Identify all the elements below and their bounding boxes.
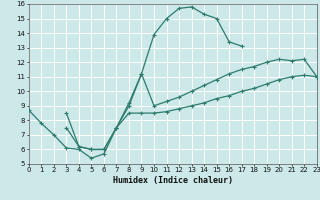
X-axis label: Humidex (Indice chaleur): Humidex (Indice chaleur) — [113, 176, 233, 185]
